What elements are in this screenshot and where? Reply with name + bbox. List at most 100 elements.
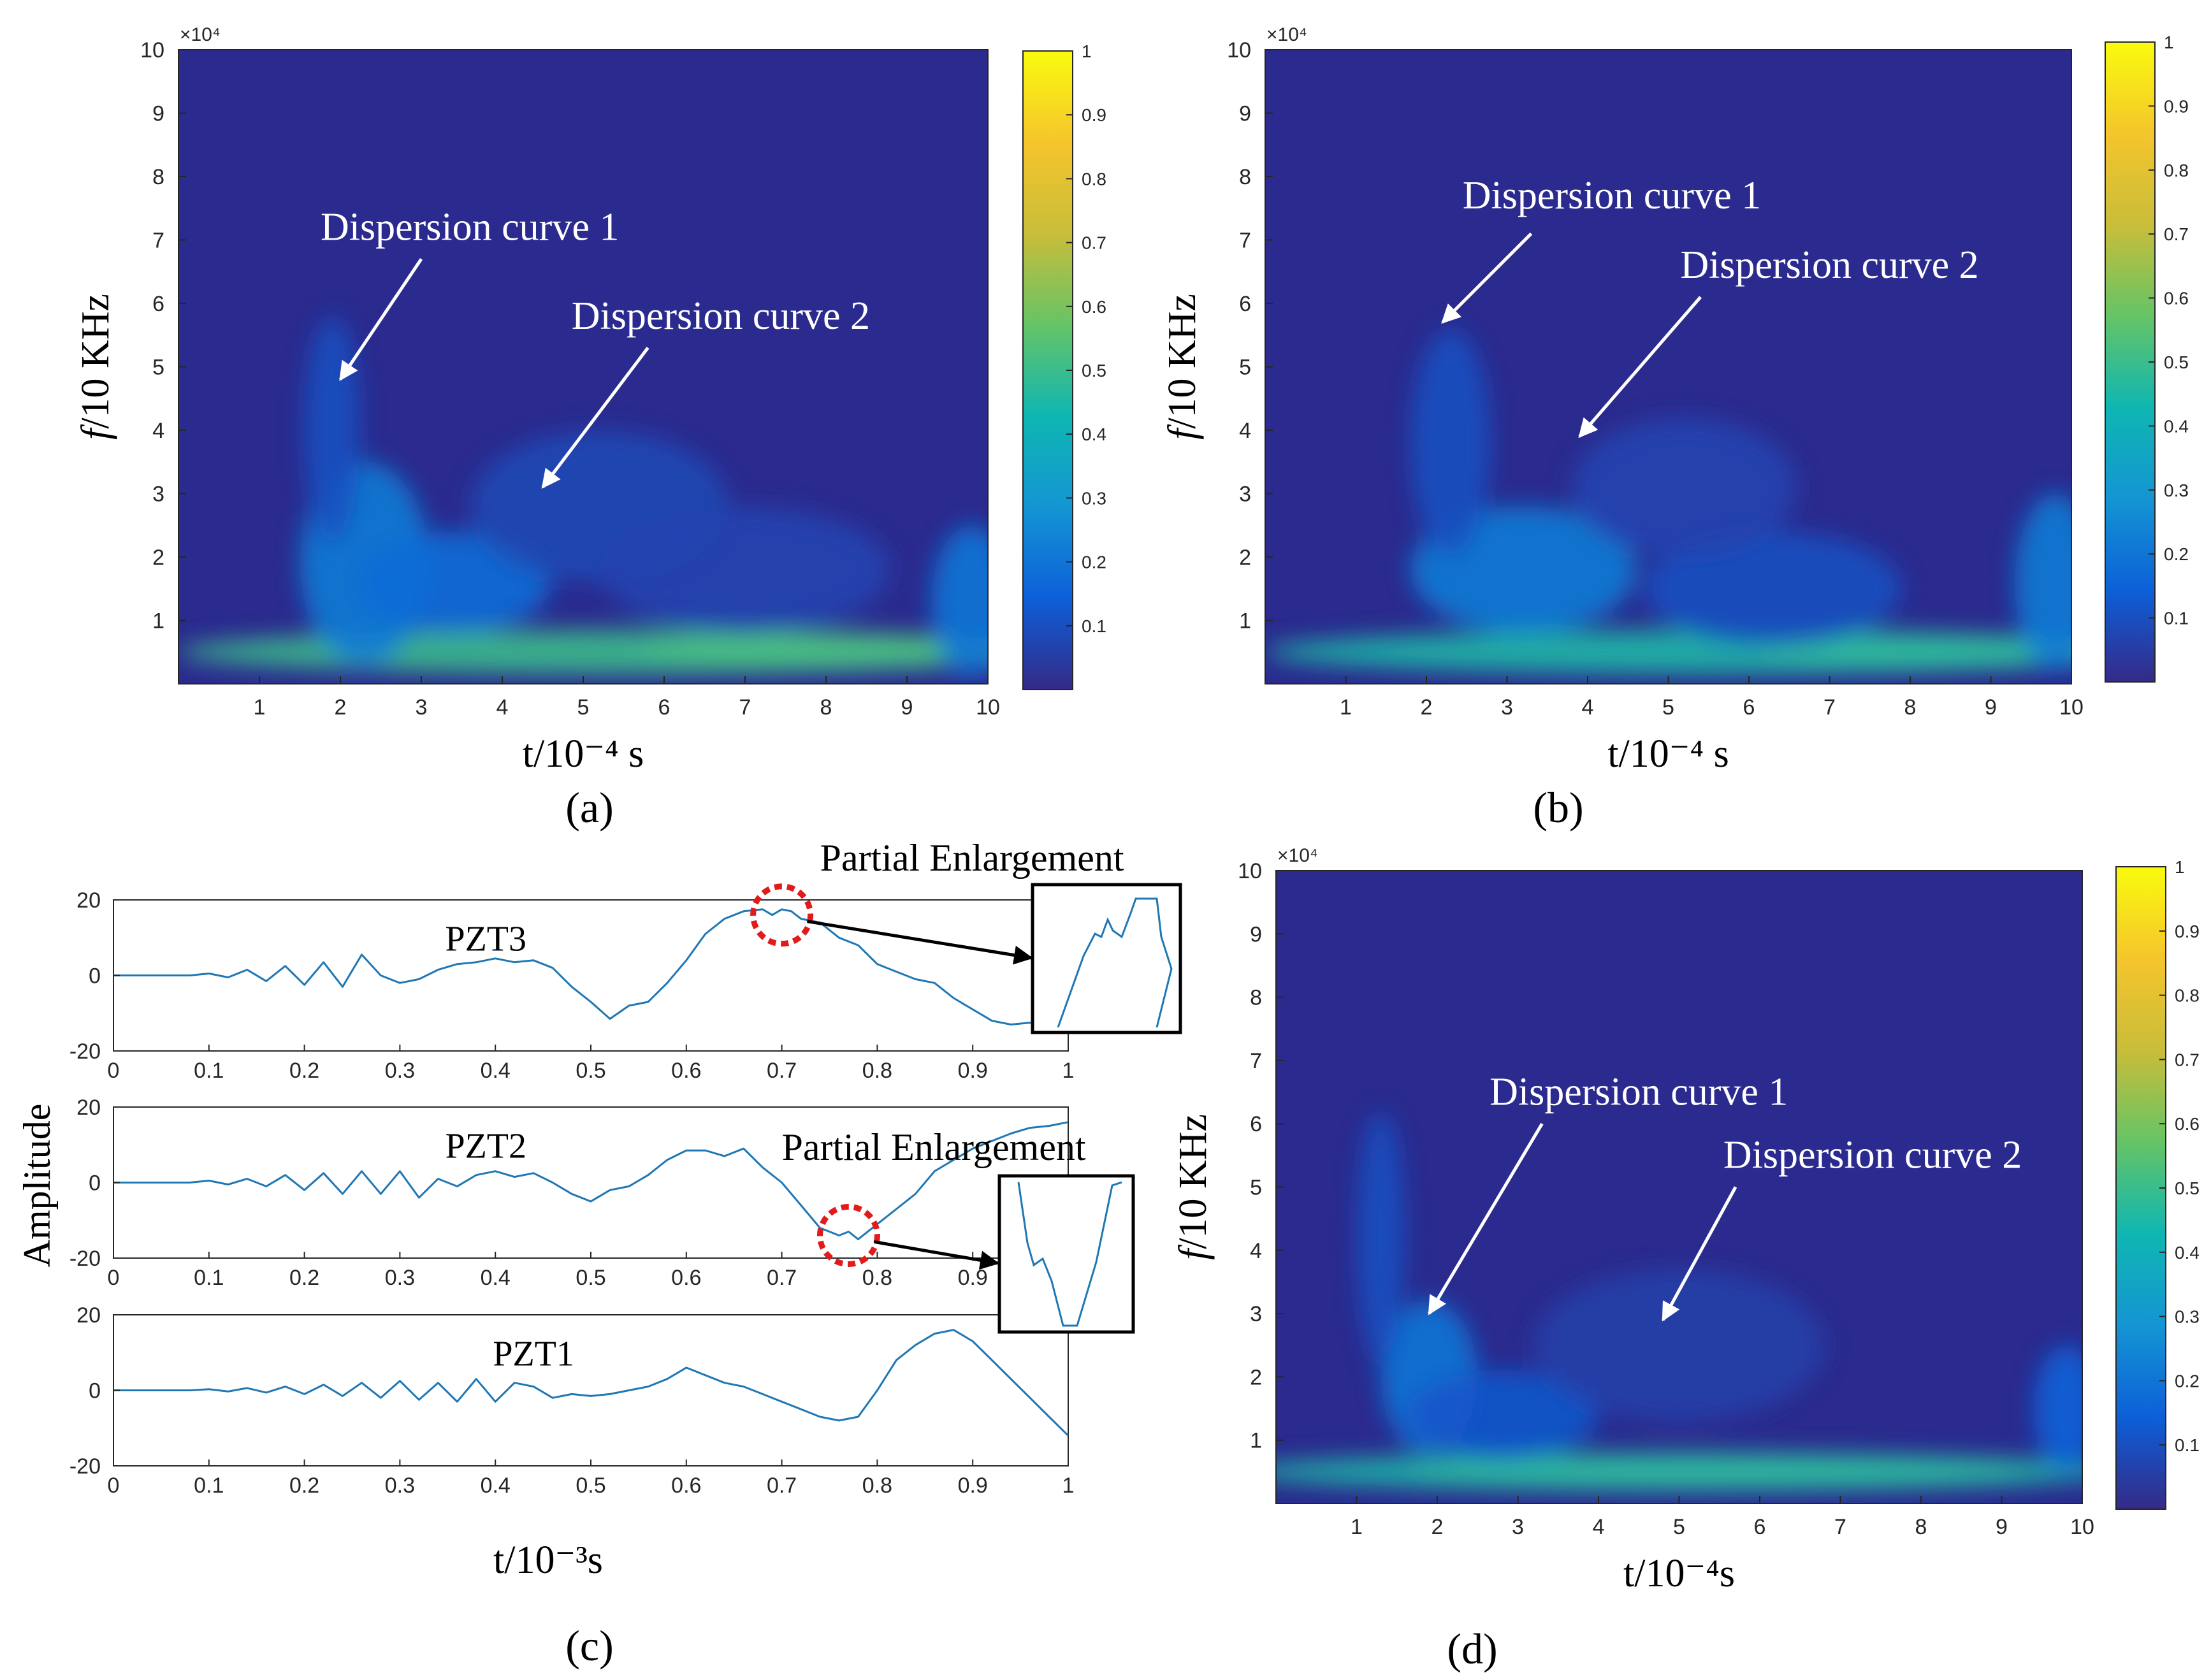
intensity-blob <box>2015 493 2071 672</box>
panel-label: (a) <box>565 783 613 832</box>
y-tick-label: 9 <box>1250 922 1262 946</box>
colorbar-tick-label: 0.7 <box>2175 1050 2200 1069</box>
annotation-text: Dispersion curve 2 <box>572 294 870 338</box>
y-axis-label: f/10 KHz <box>1171 1114 1215 1260</box>
y-axis-label-rest: /10 KHz <box>1161 294 1204 429</box>
colorbar-tick-label: 0.6 <box>2175 1114 2200 1134</box>
y-tick-label: -20 <box>69 1454 101 1479</box>
colorbar-tick-label: 0.7 <box>2164 224 2189 244</box>
colorbar-tick-label: 1 <box>2164 33 2174 52</box>
x-tick-label: 0.7 <box>767 1059 797 1083</box>
y-tick-label: 0 <box>89 1379 101 1403</box>
colorbar-tick-label: 0.5 <box>2164 352 2189 372</box>
intensity-layer <box>1265 328 2071 675</box>
colorbar-tick-label: 0.8 <box>2175 986 2200 1006</box>
x-tick-label: 8 <box>1904 695 1917 720</box>
colorbar-tick-label: 0.9 <box>1082 105 1106 125</box>
x-tick-label: 0.1 <box>194 1059 224 1083</box>
panel-label: (d) <box>1447 1625 1497 1673</box>
y-axis-label: f/10 KHz <box>1161 294 1204 440</box>
y-tick-label: -20 <box>69 1247 101 1271</box>
x-tick-label: 2 <box>1432 1515 1444 1539</box>
x-tick-label: 7 <box>1834 1515 1846 1539</box>
x-tick-label: 0.3 <box>385 1059 415 1083</box>
y-tick-label: 10 <box>1238 859 1262 883</box>
heatmap-panel-b: 1 2 3 4 5 6 7 8 9 10 1 2 3 4 5 6 7 8 9 10 ×10⁴ t/10⁻⁴ s f/10 K… <box>1161 24 2189 832</box>
x-tick-label: 0.3 <box>385 1266 415 1290</box>
zoom-label: Partial Enlargement <box>820 837 1124 879</box>
x-tick-label: 3 <box>1501 695 1513 720</box>
colorbar <box>2115 866 2166 1510</box>
x-tick-label: 1 <box>254 695 266 720</box>
annotation-arrow <box>541 347 649 489</box>
y-tick-label: 0 <box>89 964 101 988</box>
zoom-circle <box>750 883 814 947</box>
intensity-blob <box>178 630 988 675</box>
x-tick-label: 8 <box>820 695 832 720</box>
y-tick-label: 20 <box>76 1303 101 1328</box>
x-tick-label: 0.3 <box>385 1474 415 1498</box>
annotation-arrow <box>1662 1186 1737 1322</box>
x-tick-label: 0.5 <box>576 1059 605 1083</box>
intensity-blob <box>931 525 988 678</box>
x-tick-label: 1 <box>1340 695 1352 720</box>
x-tick-label: 0.9 <box>958 1266 988 1290</box>
colorbar-tick-label: 0.9 <box>2164 96 2189 116</box>
y-tick-label: 4 <box>1250 1239 1262 1263</box>
y-tick-label: 5 <box>1250 1176 1262 1200</box>
annotation-arrow <box>1428 1122 1544 1315</box>
intensity-blob <box>1571 417 1797 557</box>
y-axis-label: f/10 KHz <box>74 294 117 440</box>
x-tick-label: 0.2 <box>289 1266 319 1290</box>
y-tick-label: 6 <box>1239 292 1251 316</box>
colorbar <box>1022 50 1073 690</box>
x-tick-label: 4 <box>1582 695 1594 720</box>
x-tick-label: 0.9 <box>958 1059 988 1083</box>
x-tick-label: 0.4 <box>481 1474 511 1498</box>
colorbar-tick-label: 0.3 <box>2164 481 2189 500</box>
y-tick-label: 2 <box>1239 546 1251 570</box>
series-label: PZT2 <box>445 1126 526 1166</box>
intensity-blob <box>1356 1111 1405 1365</box>
colorbar-tick-label: 0.2 <box>2164 544 2189 564</box>
x-tick-label: 0.4 <box>481 1266 511 1290</box>
y-tick-label: 2 <box>1250 1365 1262 1389</box>
zoom-arrow <box>807 920 1033 965</box>
colorbar-tick-label: 0.1 <box>1082 616 1106 636</box>
annotation-text: Dispersion curve 1 <box>1490 1070 1788 1113</box>
x-tick-label: 0.1 <box>194 1474 224 1498</box>
y-tick-label: 0 <box>89 1171 101 1196</box>
panel-label: (b) <box>1533 783 1583 832</box>
intensity-blob <box>2034 1345 2082 1472</box>
subplot-PZT1: 0 0.1 0.2 0.3 0.4 0.5 0.6 0.7 0.8 0.9 1 20 0 -20 PZT1 <box>69 1303 1075 1498</box>
y-tick-label: 1 <box>1250 1429 1262 1453</box>
x-tick-label: 0.5 <box>576 1474 605 1498</box>
x-tick-label: 7 <box>1823 695 1836 720</box>
annotation-text: Dispersion curve 2 <box>1680 243 1978 287</box>
x-tick-label: 9 <box>1985 695 1997 720</box>
inset-box <box>1031 883 1182 1034</box>
annotation-text: Dispersion curve 2 <box>1723 1134 2022 1177</box>
y-tick-label: 9 <box>152 102 164 126</box>
x-tick-label: 4 <box>497 695 509 720</box>
y-tick-label: 10 <box>140 38 164 62</box>
x-tick-label: 0 <box>108 1059 120 1083</box>
x-tick-label: 0.7 <box>767 1474 797 1498</box>
colorbar-tick-label: 0.3 <box>2175 1307 2200 1327</box>
colorbar-tick-label: 0.4 <box>2175 1243 2200 1263</box>
x-tick-label: 0.5 <box>576 1266 605 1290</box>
y-tick-label: 3 <box>1239 482 1251 507</box>
intensity-blob <box>599 506 891 634</box>
y-tick-label: -20 <box>69 1039 101 1064</box>
x-tick-label: 0 <box>108 1266 120 1290</box>
x-tick-label: 3 <box>1512 1515 1524 1539</box>
inset-box <box>997 1174 1135 1334</box>
x-tick-label: 3 <box>416 695 428 720</box>
x-axis-label: t/10⁻⁴ s <box>1607 732 1729 776</box>
intensity-layer <box>178 315 988 678</box>
x-tick-label: 0.2 <box>289 1059 319 1083</box>
colorbar-tick-label: 0.9 <box>2175 922 2200 941</box>
annotation-arrow <box>1441 232 1533 324</box>
x-tick-label: 10 <box>976 695 1000 720</box>
colorbar-tick-label: 0.6 <box>1082 297 1106 317</box>
